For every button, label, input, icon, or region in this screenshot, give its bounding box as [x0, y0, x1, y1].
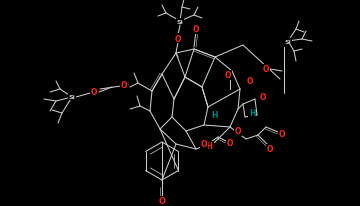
Text: O: O	[227, 139, 233, 148]
Text: H: H	[211, 111, 217, 120]
Text: OH: OH	[201, 142, 213, 151]
Text: O: O	[235, 127, 241, 136]
Text: O: O	[175, 34, 181, 43]
Text: Si: Si	[69, 95, 75, 100]
Text: O: O	[260, 93, 266, 102]
Text: O: O	[263, 65, 269, 74]
Text: Si: Si	[177, 19, 183, 24]
Text: Si: Si	[285, 39, 291, 44]
Text: H: H	[249, 109, 255, 118]
Text: O: O	[267, 145, 273, 154]
Text: O: O	[121, 81, 127, 90]
Text: O: O	[193, 25, 199, 34]
Text: O: O	[225, 71, 231, 80]
Text: O: O	[91, 88, 97, 97]
Text: O: O	[247, 77, 253, 86]
Text: O: O	[201, 140, 207, 149]
Text: O: O	[279, 130, 285, 139]
Text: O: O	[158, 197, 166, 206]
